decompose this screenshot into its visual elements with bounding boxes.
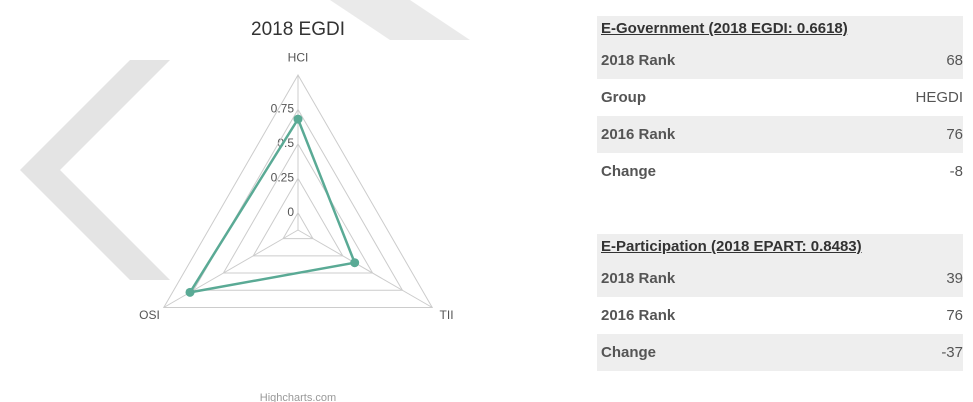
cell-value: -37 (941, 344, 963, 361)
cell-label: 2016 Rank (601, 126, 676, 143)
chart: 2018 EGDI Highcharts.com 00.250.50.75HCI… (20, 0, 470, 402)
x-tick-label: HCI (288, 51, 309, 65)
epart-table: E-Participation (2018 EPART: 0.8483) 2018… (597, 234, 963, 371)
axis-line (297, 229, 433, 308)
cell-label: 2018 Rank (601, 52, 676, 69)
y-tick-label: 0.75 (271, 102, 295, 116)
y-tick-label: 0.25 (271, 171, 295, 185)
table-row: Change -8 (597, 153, 963, 190)
watermark (330, 0, 470, 40)
chart-title: 2018 EGDI (251, 19, 345, 40)
axis-line (163, 229, 299, 308)
table-row: Group HEGDI (597, 79, 963, 116)
grid-line (192, 108, 404, 291)
y-tick-label: 0 (287, 205, 294, 219)
credit: Highcharts.com (260, 392, 336, 402)
cell-value: HEGDI (915, 89, 963, 106)
grid-line (162, 74, 434, 308)
cell-value: -8 (949, 163, 963, 180)
table-title: E-Government (2018 EGDI: 0.6618) (597, 16, 963, 42)
cell-value: 68 (946, 52, 963, 69)
cell-label: Group (601, 89, 646, 106)
table-row: 2016 Rank 76 (597, 116, 963, 153)
cell-label: 2016 Rank (601, 307, 676, 324)
point (293, 114, 303, 124)
cell-value: 76 (946, 307, 963, 324)
table-row: Change -37 (597, 334, 963, 371)
cell-label: 2018 Rank (601, 270, 676, 287)
table-title: E-Participation (2018 EPART: 0.8483) (597, 234, 963, 260)
point (185, 287, 195, 297)
point (350, 258, 360, 268)
table-body: 2018 Rank 39 2016 Rank 76 Change -37 (597, 260, 963, 371)
x-tick-label: TII (440, 308, 454, 322)
watermark (20, 60, 170, 280)
series-line (187, 116, 357, 295)
egov-table: E-Government (2018 EGDI: 0.6618) 2018 Ran… (597, 16, 963, 190)
grid-line (252, 177, 344, 257)
table-body: 2018 Rank 68 Group HEGDI 2016 Rank 76 Change -8 (597, 42, 963, 190)
cell-value: 39 (946, 270, 963, 287)
cell-label: Change (601, 344, 657, 361)
x-tick-label: OSI (139, 308, 160, 322)
grid-line (282, 211, 314, 240)
cell-value: 76 (946, 126, 963, 143)
cell-label: Change (601, 163, 657, 180)
table-row: 2018 Rank 68 (597, 42, 963, 79)
table-row: 2016 Rank 76 (597, 297, 963, 334)
table-row: 2018 Rank 39 (597, 260, 963, 297)
